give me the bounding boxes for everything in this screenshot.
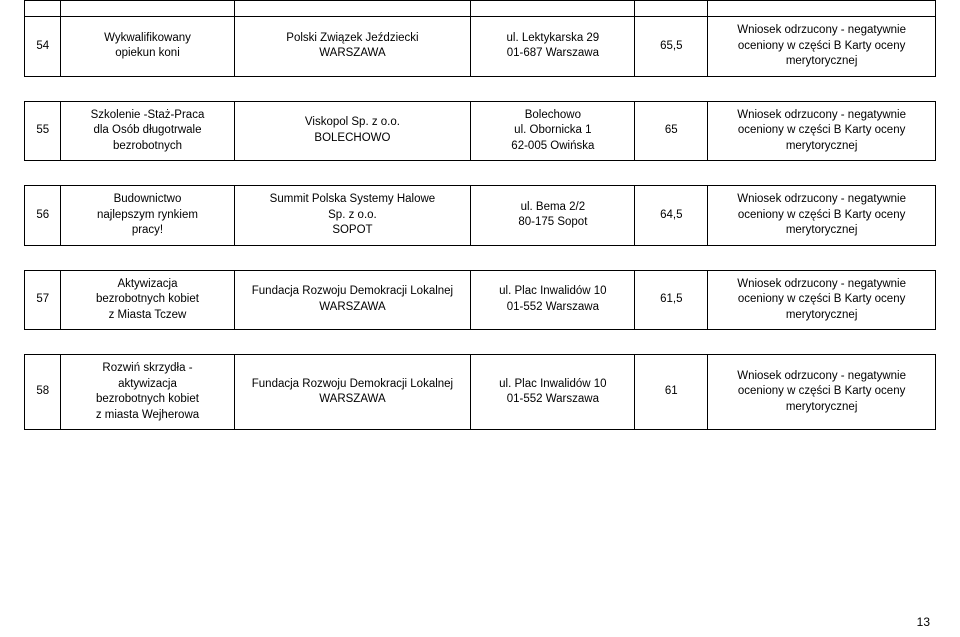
cell-addr: ul. Plac Inwalidów 1001-552 Warszawa (471, 355, 635, 430)
hdr-cell (234, 1, 471, 17)
cell-title: Rozwiń skrzydła -aktywizacjabezrobotnych… (61, 355, 234, 430)
cell-score: 64,5 (635, 186, 708, 246)
data-table-1: 54 Wykwalifikowanyopiekun koni Polski Zw… (24, 0, 936, 77)
cell-title: Aktywizacjabezrobotnych kobietz Miasta T… (61, 270, 234, 330)
data-table-5: 58 Rozwiń skrzydła -aktywizacjabezrobotn… (24, 354, 936, 430)
hdr-cell (708, 1, 936, 17)
table-header-strip (25, 1, 936, 17)
cell-note: Wniosek odrzucony - negatywnieoceniony w… (708, 17, 936, 77)
cell-addr: ul. Bema 2/280-175 Sopot (471, 186, 635, 246)
data-table-4: 57 Aktywizacjabezrobotnych kobietz Miast… (24, 270, 936, 331)
data-table-2: 55 Szkolenie -Staż-Pracadla Osób długotr… (24, 101, 936, 162)
cell-org: Viskopol Sp. z o.o.BOLECHOWO (234, 101, 471, 161)
hdr-cell (635, 1, 708, 17)
cell-num: 55 (25, 101, 61, 161)
table-row: 58 Rozwiń skrzydła -aktywizacjabezrobotn… (25, 355, 936, 430)
cell-title: Szkolenie -Staż-Pracadla Osób długotrwal… (61, 101, 234, 161)
cell-org: Summit Polska Systemy HaloweSp. z o.o.SO… (234, 186, 471, 246)
cell-num: 57 (25, 270, 61, 330)
cell-org: Fundacja Rozwoju Demokracji LokalnejWARS… (234, 355, 471, 430)
table-row: 54 Wykwalifikowanyopiekun koni Polski Zw… (25, 17, 936, 77)
cell-org: Fundacja Rozwoju Demokracji LokalnejWARS… (234, 270, 471, 330)
cell-score: 65,5 (635, 17, 708, 77)
cell-addr: Bolechowoul. Obornicka 162-005 Owińska (471, 101, 635, 161)
cell-org: Polski Związek JeździeckiWARSZAWA (234, 17, 471, 77)
cell-addr: ul. Lektykarska 2901-687 Warszawa (471, 17, 635, 77)
cell-score: 61 (635, 355, 708, 430)
page-container: 54 Wykwalifikowanyopiekun koni Polski Zw… (0, 0, 960, 430)
hdr-cell (471, 1, 635, 17)
cell-title: Budownictwonajlepszym rynkiempracy! (61, 186, 234, 246)
page-number: 13 (917, 615, 930, 629)
cell-note: Wniosek odrzucony - negatywnieoceniony w… (708, 101, 936, 161)
table-row: 57 Aktywizacjabezrobotnych kobietz Miast… (25, 270, 936, 330)
data-table-3: 56 Budownictwonajlepszym rynkiempracy! S… (24, 185, 936, 246)
table-row: 56 Budownictwonajlepszym rynkiempracy! S… (25, 186, 936, 246)
table-row: 55 Szkolenie -Staż-Pracadla Osób długotr… (25, 101, 936, 161)
cell-note: Wniosek odrzucony - negatywnieoceniony w… (708, 355, 936, 430)
cell-note: Wniosek odrzucony - negatywnieoceniony w… (708, 270, 936, 330)
cell-num: 56 (25, 186, 61, 246)
cell-score: 61,5 (635, 270, 708, 330)
hdr-cell (25, 1, 61, 17)
cell-score: 65 (635, 101, 708, 161)
hdr-cell (61, 1, 234, 17)
cell-addr: ul. Plac Inwalidów 1001-552 Warszawa (471, 270, 635, 330)
cell-note: Wniosek odrzucony - negatywnieoceniony w… (708, 186, 936, 246)
cell-num: 54 (25, 17, 61, 77)
cell-title: Wykwalifikowanyopiekun koni (61, 17, 234, 77)
cell-num: 58 (25, 355, 61, 430)
